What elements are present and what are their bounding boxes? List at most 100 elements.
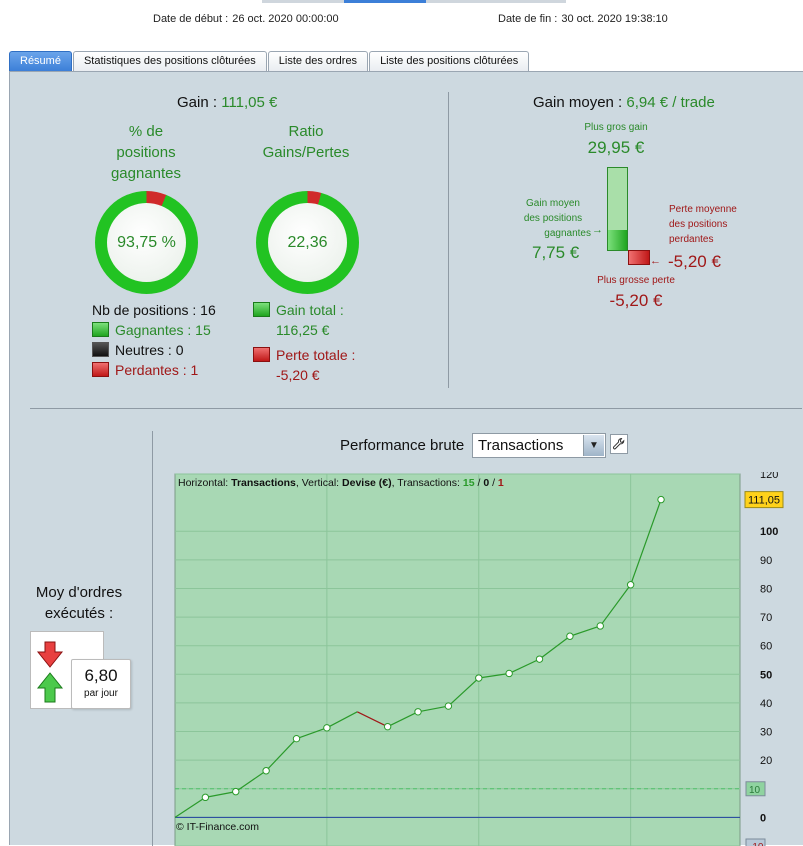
tab-resume[interactable]: Résumé [9,51,72,71]
orders-per-day-value: 6,80 [84,666,118,685]
data-point [232,787,240,796]
wrench-glyph [612,437,625,450]
orders-per-day-title: Moy d'ordres exécutés : [24,582,134,624]
data-point [262,767,270,775]
vertical-divider-bottom [152,431,153,846]
winners-row: Gagnantes : 15 [92,320,216,340]
end-date-label: Date de fin : [498,13,558,25]
gain-total: Gain total : 116,25 € [253,300,344,340]
biggest-gain-value: 29,95 € [587,138,645,157]
start-date-label: Date de début : [153,13,229,25]
series-segment-gain [296,727,328,740]
arrow-up-icon [36,672,64,703]
chevron-down-icon[interactable]: ▼ [583,435,604,456]
average-loser-label: Perte moyenne des positions perdantes [669,202,749,247]
data-point [323,724,331,732]
threshold-badge [745,838,766,846]
end-date-value: 30 oct. 2020 19:38:10 [561,13,668,25]
red-swatch [92,362,109,377]
series-segment-gain [508,658,540,674]
series-segment-gain [235,770,267,793]
gain-label: Gain : [177,94,218,111]
outer-tab-strip [0,0,803,3]
gain-total-row: Gain total : [253,300,344,320]
average-winner-value: 7,75 € [532,243,580,262]
y-tick-label: 0 [760,812,766,824]
green-swatch [253,302,270,317]
orders-title-line: exécutés : [44,605,114,622]
y-axis: 120 100 90 80 70 60 50 40 30 20 0 10 -10 111,05 [744,472,784,846]
performance-label: Performance brute [340,437,465,454]
neutral-count: Neutres : 0 [115,342,184,358]
data-point [292,734,301,743]
gain-loss-ratio-title: Ratio Gains/Pertes [246,121,366,163]
biggest-loss-value: -5,20 € [609,291,663,310]
average-winner-label: Gain moyen des positions gagnantes [513,196,593,241]
horizontal-value: Transactions [231,477,296,489]
win-rate-title-line: positions [116,144,176,161]
win-rate-title-line: gagnantes [110,165,182,182]
green-swatch [92,322,109,337]
series-segment-gain [599,584,632,627]
data-point [383,722,392,731]
series-segment-gain [265,738,297,772]
tab-closed-position-stats[interactable]: Statistiques des positions clôturées [72,51,267,71]
average-loser-line: Perte moyenne [669,204,737,215]
series-segment-gain [417,705,449,713]
threshold-badge-label: 10 [749,785,761,796]
tab-closed-position-list[interactable]: Liste des positions clôturées [369,51,530,71]
y-tick-label: 50 [760,669,772,681]
series-segment-gain [174,796,206,818]
average-winner-line: gagnantes [544,228,591,239]
y-tick-label: 70 [760,612,772,624]
data-point [505,669,513,678]
gain-loss-ratio-gauge: 22,36 [256,191,359,294]
summary-panel: Gain : 111,05 € % de positions gagnantes… [9,71,803,846]
series-segment-gain [630,499,662,585]
y-tick-label: 120 [760,472,778,481]
vertical-divider [448,92,449,388]
data-point [444,702,453,710]
data-point [201,793,210,802]
data-point [596,622,604,630]
wrench-icon[interactable] [610,434,628,454]
y-tick-label: 80 [760,583,772,595]
horizontal-divider [30,408,802,409]
threshold-badge [745,781,766,797]
data-point [414,708,422,716]
y-tick-label: 20 [760,755,772,767]
ratio-title-line: Gains/Pertes [262,144,350,161]
red-swatch [253,347,270,362]
start-date-value: 26 oct. 2020 00:00:00 [232,13,339,25]
data-point [566,632,574,640]
y-tick-label: 100 [760,526,778,538]
gain-value: 111,05 € [221,94,278,111]
data-point [626,581,635,589]
equity-series [174,495,665,818]
average-winner-line: Gain moyen [526,198,580,209]
y-tick-label: 40 [760,698,772,710]
losers-count: Perdantes : 1 [115,362,199,378]
transactions-label: Transactions: [397,477,460,489]
gain-total-label: Gain total : [276,302,344,318]
y-tick-label: 30 [760,727,772,739]
performance-mode-select[interactable]: Transactions ▼ [472,433,606,458]
loss-total-value: -5,20 € [276,367,320,383]
arrow-left-icon: ← [650,255,661,267]
position-counts: Nb de positions : 16 Gagnantes : 15 Neut… [92,300,216,380]
ratio-title-line: Ratio [288,123,324,140]
orders-per-day-unit: par jour [84,688,118,699]
last-value-label: 111,05 [748,495,780,507]
data-point [657,495,665,504]
win-rate-title: % de positions gagnantes [96,121,196,184]
ratio-value: 22,36 [268,203,347,282]
vertical-label: Vertical: [302,477,339,489]
series-segment-gain [478,672,510,679]
series-segment-gain [205,791,236,798]
tab-order-list[interactable]: Liste des ordres [267,51,369,71]
loss-total-label: Perte totale : [276,347,356,363]
neutral-count-chart: 0 [483,477,489,489]
biggest-gain-label: Plus gros gain [584,122,648,133]
positions-total: Nb de positions : 16 [92,302,216,318]
